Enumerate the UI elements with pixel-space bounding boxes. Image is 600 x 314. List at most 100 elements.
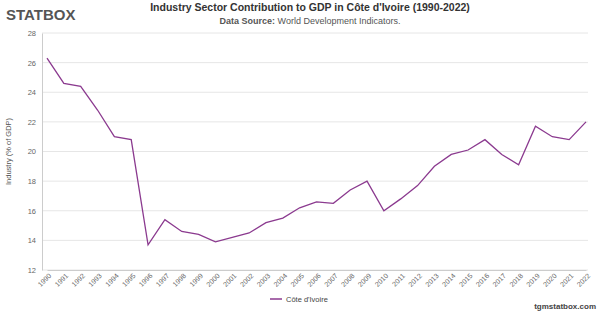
x-tick-label: 2000 (205, 272, 221, 288)
x-tick: 2003 (256, 270, 272, 288)
grid-line (42, 270, 588, 271)
x-tick-label: 2003 (256, 272, 272, 288)
x-tick: 2004 (272, 270, 288, 288)
x-tick-label: 2004 (272, 272, 288, 288)
x-tick: 2007 (323, 270, 339, 288)
x-tick-label: 1996 (138, 272, 154, 288)
legend-label: Côte d'Ivoire (286, 295, 328, 304)
x-tick-label: 1993 (87, 272, 103, 288)
grid-line (42, 151, 588, 152)
x-tick-label: 2005 (289, 272, 305, 288)
x-tick-label: 2002 (239, 272, 255, 288)
x-tick: 2018 (508, 270, 524, 288)
y-tick-label: 28 (28, 29, 36, 38)
y-axis-title: Industry (% of GDP) (4, 117, 13, 185)
x-tick: 2017 (491, 270, 507, 288)
y-tick: 12 (28, 266, 42, 275)
x-tick-label: 1997 (154, 272, 170, 288)
x-tick: 2013 (424, 270, 440, 288)
y-tick: 28 (28, 29, 42, 38)
legend-swatch (270, 298, 282, 300)
chart: STATBOXtgmstatbox.comIndustry Sector Con… (0, 0, 600, 314)
x-tick: 1995 (121, 270, 137, 288)
y-tick: 14 (28, 236, 42, 245)
x-tick-label: 2020 (542, 272, 558, 288)
logo: STATBOX (6, 6, 75, 23)
x-tick: 1996 (138, 270, 154, 288)
y-tick-label: 16 (28, 207, 36, 216)
grid (42, 33, 588, 270)
legend: Côte d'Ivoire (270, 295, 328, 304)
x-tick: 2002 (239, 270, 255, 288)
x-tick: 2022 (576, 270, 592, 288)
y-tick-label: 22 (28, 118, 36, 127)
x-tick-label: 2009 (357, 272, 373, 288)
grid-line (42, 33, 588, 34)
x-tick-label: 1994 (104, 272, 120, 288)
y-tick-label: 14 (28, 236, 36, 245)
x-tick-label: 2007 (323, 272, 339, 288)
x-tick: 2009 (357, 270, 373, 288)
x-tick-label: 2016 (474, 272, 490, 288)
x-axis: 1990199119921993199419951996199719981999… (37, 270, 592, 288)
x-tick-label: 2010 (373, 272, 389, 288)
grid-line (42, 240, 588, 241)
x-tick: 2016 (474, 270, 490, 288)
x-tick: 2006 (306, 270, 322, 288)
x-tick: 2019 (525, 270, 541, 288)
x-tick: 2010 (373, 270, 389, 288)
x-tick-label: 2012 (407, 272, 423, 288)
x-tick: 2011 (391, 270, 407, 288)
x-tick: 2008 (340, 270, 356, 288)
x-tick: 2020 (542, 270, 558, 288)
series-line (47, 58, 586, 245)
x-tick: 1999 (188, 270, 204, 288)
grid-line (42, 62, 588, 63)
grid-line (42, 181, 588, 182)
x-tick: 1994 (104, 270, 120, 288)
x-tick-label: 1998 (171, 272, 187, 288)
x-tick-label: 2018 (508, 272, 524, 288)
x-tick-label: 2001 (222, 272, 238, 288)
y-tick: 22 (28, 118, 42, 127)
x-tick-label: 2014 (441, 272, 457, 288)
x-tick: 2001 (222, 270, 238, 288)
y-axis-line (42, 34, 43, 271)
x-tick: 1990 (37, 270, 53, 288)
grid-line (42, 92, 588, 93)
x-tick: 1993 (87, 270, 103, 288)
y-tick: 18 (28, 177, 42, 186)
x-tick: 2005 (289, 270, 305, 288)
y-tick-label: 24 (28, 88, 36, 97)
y-tick: 20 (28, 147, 42, 156)
x-tick: 2015 (458, 270, 474, 288)
y-tick: 26 (28, 59, 42, 68)
x-tick-label: 2019 (525, 272, 541, 288)
x-tick: 2014 (441, 270, 457, 288)
x-tick: 1991 (53, 270, 69, 288)
y-tick-label: 12 (28, 266, 36, 275)
x-tick-label: 2011 (391, 272, 407, 288)
grid-line (42, 121, 588, 122)
x-tick: 1998 (171, 270, 187, 288)
y-tick: 24 (28, 88, 42, 97)
y-tick-label: 26 (28, 59, 36, 68)
grid-line (42, 210, 588, 211)
title: Industry Sector Contribution to GDP in C… (150, 1, 470, 13)
x-tick-label: 2013 (424, 272, 440, 288)
x-tick: 1992 (70, 270, 86, 288)
x-tick-label: 2008 (340, 272, 356, 288)
x-tick-label: 2017 (491, 272, 507, 288)
subtitle: Data Source: World Development Indicator… (220, 16, 401, 26)
x-tick: 1997 (154, 270, 170, 288)
y-tick: 16 (28, 207, 42, 216)
y-tick-label: 20 (28, 147, 36, 156)
x-tick-label: 2006 (306, 272, 322, 288)
y-axis: 12 14 16 18 20 22 24 26 28 (28, 29, 43, 275)
x-tick-label: 2015 (458, 272, 474, 288)
x-tick-label: 2021 (559, 272, 575, 288)
x-axis-line (48, 270, 587, 271)
x-tick: 2012 (407, 270, 423, 288)
y-tick-label: 18 (28, 177, 36, 186)
x-tick-label: 1999 (188, 272, 204, 288)
